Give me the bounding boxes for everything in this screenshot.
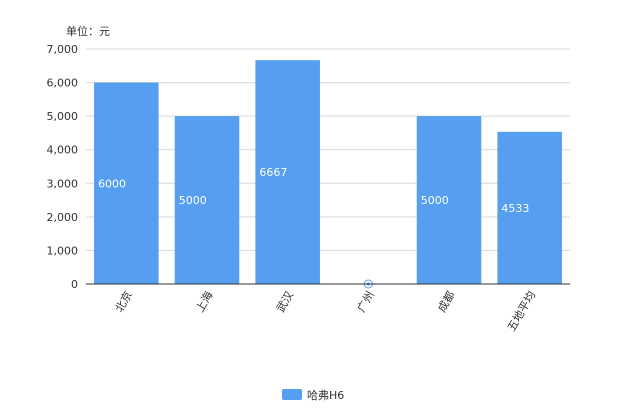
legend-swatch	[282, 389, 302, 400]
x-tick-label: 广州	[355, 289, 377, 315]
y-tick-label: 5,000	[47, 110, 79, 123]
legend[interactable]: 哈弗H6	[282, 388, 344, 402]
y-tick-label: 7,000	[47, 43, 79, 56]
y-tick-label: 4,000	[47, 144, 79, 157]
y-tick-label: 2,000	[47, 211, 79, 224]
bar	[94, 82, 159, 284]
bar-value-label: 4533	[501, 202, 529, 215]
gridlines	[86, 48, 570, 251]
bar	[497, 131, 562, 284]
x-tick-label: 武汉	[274, 289, 296, 315]
bar-value-label: 5000	[179, 194, 207, 207]
bar-value-label: 6000	[98, 177, 126, 190]
x-tick-label: 五地平均	[505, 289, 538, 334]
x-tick-label: 成都	[435, 289, 457, 315]
bar	[416, 116, 482, 285]
y-tick-label: 3,000	[47, 177, 79, 190]
y-axis: 0 1,000 2,000 3,000 4,000 5,000 6,000 7,000	[47, 43, 79, 291]
x-tick-label: 上海	[192, 289, 215, 315]
bar	[174, 116, 240, 285]
y-tick-label: 1,000	[47, 244, 79, 257]
bar-value-label: 6667	[259, 166, 287, 179]
legend-label: 哈弗H6	[307, 388, 344, 402]
y-tick-label: 6,000	[47, 77, 79, 90]
x-tick-label: 北京	[112, 289, 135, 315]
x-axis: 北京 上海 武汉 广州 成都 五地平均	[86, 283, 570, 334]
bars: 6000 5000 6667 5000 4533	[94, 60, 562, 289]
bar	[255, 60, 320, 284]
unit-label: 单位：元	[66, 24, 110, 38]
bar-value-label: 5000	[421, 194, 449, 207]
y-tick-label: 0	[71, 278, 78, 291]
